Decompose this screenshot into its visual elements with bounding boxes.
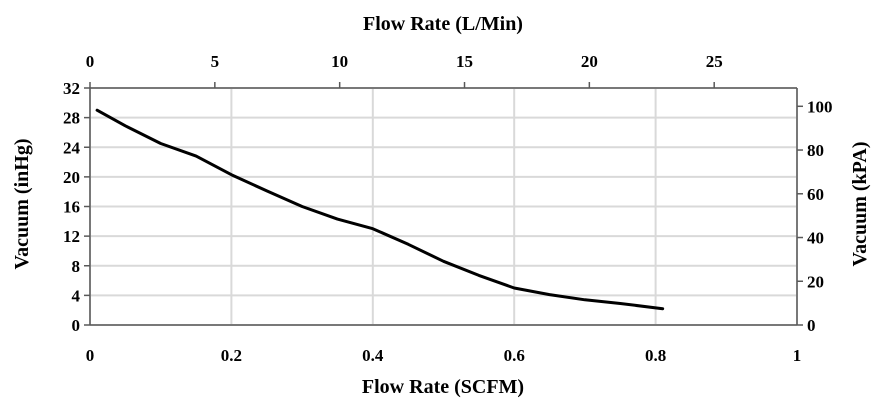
x-tick-label: 0.6 <box>504 346 525 365</box>
x-tick-label: 0 <box>86 346 95 365</box>
top-x-tick-label: 5 <box>211 52 220 71</box>
right-y-tick-label: 20 <box>807 272 824 291</box>
top-x-tick-label: 15 <box>456 52 473 71</box>
top-x-tick-label: 20 <box>581 52 598 71</box>
x-tick-label: 0.8 <box>645 346 666 365</box>
y-tick-label: 20 <box>63 168 80 187</box>
right-y-tick-label: 0 <box>807 316 816 335</box>
y-tick-label: 24 <box>63 138 81 157</box>
x-axis-title: Flow Rate (SCFM) <box>362 376 524 398</box>
y-tick-label: 12 <box>63 227 80 246</box>
top-x-tick-label: 0 <box>86 52 95 71</box>
right-y-tick-label: 60 <box>807 185 824 204</box>
y-tick-label: 32 <box>63 79 80 98</box>
vacuum-curve <box>95 108 665 311</box>
x-tick-label: 0.4 <box>362 346 384 365</box>
x-tick-label: 0.2 <box>221 346 242 365</box>
y-tick-label: 8 <box>72 257 81 276</box>
plot-grid <box>89 87 798 326</box>
y-tick-label: 0 <box>72 316 81 335</box>
right-y-tick-label: 100 <box>807 97 833 116</box>
series-group <box>95 108 665 311</box>
y-tick-label: 28 <box>63 109 80 128</box>
top-x-axis-title: Flow Rate (L/Min) <box>363 13 523 35</box>
plot-axes <box>84 82 803 326</box>
top-x-tick-label: 25 <box>706 52 723 71</box>
top-x-tick-label: 10 <box>331 52 348 71</box>
right-y-tick-label: 40 <box>807 229 824 248</box>
y-axis-title: Vacuum (inHg) <box>11 139 33 270</box>
x-tick-label: 1 <box>793 346 802 365</box>
y-tick-label: 16 <box>63 198 80 217</box>
right-y-tick-label: 80 <box>807 141 824 160</box>
right-y-axis-title: Vacuum (kPA) <box>849 141 871 266</box>
y-tick-label: 4 <box>72 286 81 305</box>
